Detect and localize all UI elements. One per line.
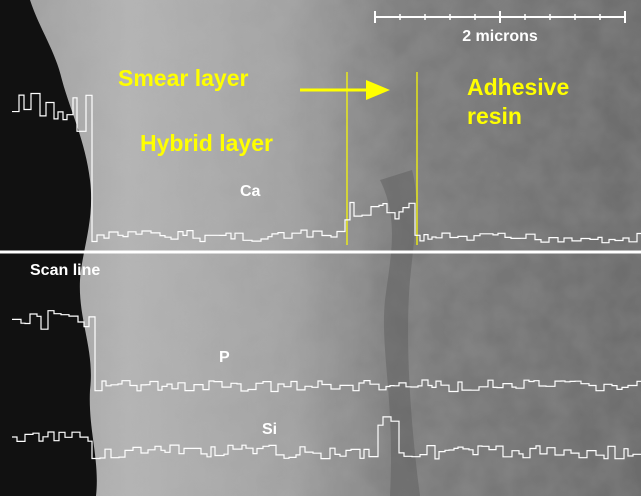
scale-label: 2 microns bbox=[462, 28, 538, 45]
adhesive-label: Adhesive bbox=[467, 74, 569, 100]
micrograph: 2 microns Smear layer Adhesive resin Hyb… bbox=[0, 0, 641, 496]
resin-label: resin bbox=[467, 103, 522, 129]
hybrid-layer-label: Hybrid layer bbox=[140, 130, 273, 156]
page: 2 microns Smear layer Adhesive resin Hyb… bbox=[0, 0, 641, 496]
scan-line-label: Scan line bbox=[30, 262, 100, 279]
ca-label: Ca bbox=[240, 183, 261, 200]
p-label: P bbox=[219, 349, 230, 366]
si-label: Si bbox=[262, 421, 277, 438]
smear-layer-label: Smear layer bbox=[118, 65, 248, 91]
